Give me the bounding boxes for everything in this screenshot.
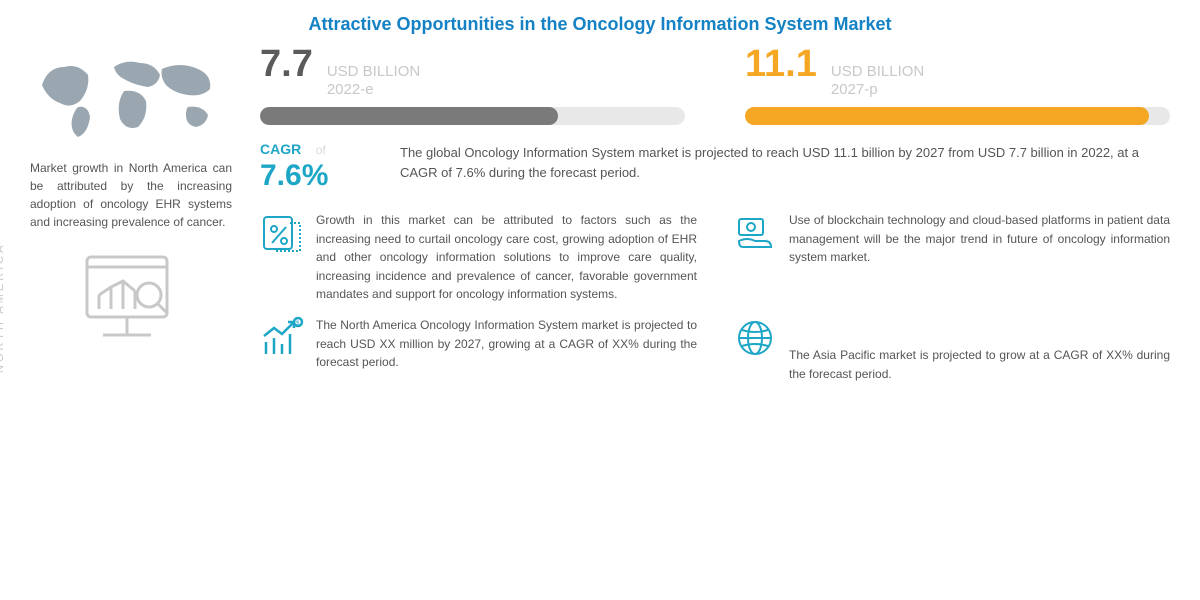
bar-track-2027 xyxy=(745,107,1170,125)
money-hand-icon xyxy=(733,211,777,255)
bar-fill-2027 xyxy=(745,107,1149,125)
info-text: The North America Oncology Information S… xyxy=(316,316,697,383)
metric-unit-2027: USD BILLION 2027-p xyxy=(831,63,924,99)
metric-2027: 11.1 USD BILLION 2027-p xyxy=(745,45,1170,125)
left-column: Market growth in North America can be at… xyxy=(30,45,250,383)
cagr-value: 7.6% xyxy=(260,159,380,193)
metric-value-2022: 7.7 xyxy=(260,45,313,83)
analytics-chart-icon xyxy=(81,251,181,339)
cagr-row: CAGR of 7.6% The global Oncology Informa… xyxy=(260,141,1170,193)
percent-document-icon xyxy=(260,211,304,255)
info-text: Use of blockchain technology and cloud-b… xyxy=(789,211,1170,304)
region-vertical-label: NORTH AMERICA xyxy=(0,243,6,373)
info-north-america-projection: $ The North America Oncology Information… xyxy=(260,316,697,383)
metric-2022: 7.7 USD BILLION 2022-e xyxy=(260,45,685,125)
info-grid: Growth in this market can be attributed … xyxy=(260,211,1170,383)
cagr-label: CAGR xyxy=(260,141,301,157)
trend-up-icon: $ xyxy=(260,316,304,360)
info-asia-pacific-projection: The Asia Pacific market is projected to … xyxy=(733,316,1170,383)
cagr-block: CAGR of 7.6% xyxy=(260,141,380,193)
right-column: 7.7 USD BILLION 2022-e 11.1 USD BILLION … xyxy=(250,45,1170,383)
bar-fill-2022 xyxy=(260,107,558,125)
main-layout: Market growth in North America can be at… xyxy=(0,45,1200,383)
info-blockchain-trend: Use of blockchain technology and cloud-b… xyxy=(733,211,1170,304)
page-title: Attractive Opportunities in the Oncology… xyxy=(0,0,1200,45)
metrics-row: 7.7 USD BILLION 2022-e 11.1 USD BILLION … xyxy=(260,45,1170,125)
info-text: The Asia Pacific market is projected to … xyxy=(789,316,1170,383)
metric-unit-2022: USD BILLION 2022-e xyxy=(327,63,420,99)
info-text: Growth in this market can be attributed … xyxy=(316,211,697,304)
info-growth-factors: Growth in this market can be attributed … xyxy=(260,211,697,304)
world-map-icon xyxy=(30,45,230,145)
globe-icon xyxy=(733,316,777,360)
left-paragraph: Market growth in North America can be at… xyxy=(30,159,232,231)
metric-value-2027: 11.1 xyxy=(745,45,817,83)
bar-track-2022 xyxy=(260,107,685,125)
cagr-description: The global Oncology Information System m… xyxy=(400,141,1170,193)
cagr-of: of xyxy=(316,143,326,157)
